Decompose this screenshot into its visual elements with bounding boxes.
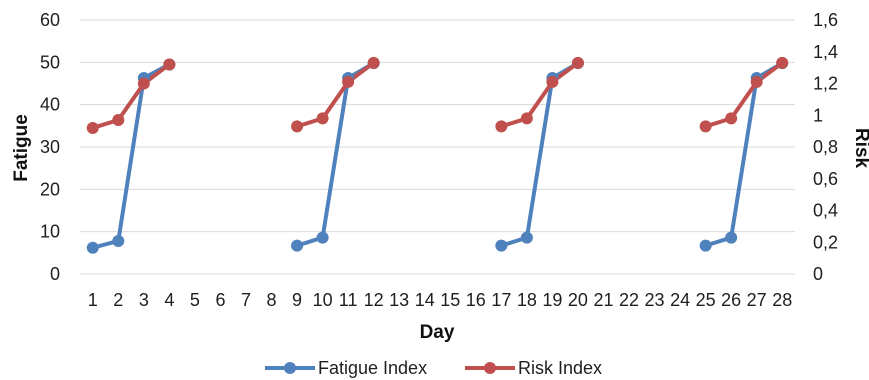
- data-point-risk: [699, 120, 712, 133]
- data-point-risk: [316, 112, 329, 125]
- data-point-risk: [750, 75, 763, 88]
- data-point-risk: [367, 56, 380, 69]
- data-point-risk: [725, 112, 738, 125]
- series-line-fatigue: [90, 62, 172, 250]
- series-line-fatigue: [295, 61, 376, 248]
- x-tick-label: 13: [389, 290, 409, 310]
- x-tick-label: 23: [645, 290, 665, 310]
- x-tick-label: 18: [517, 290, 537, 310]
- x-axis-title: Day: [420, 322, 455, 343]
- y-tick-label: 0: [50, 264, 60, 284]
- y-axis-right-ticks: 0 0,2 0,4 0,6 0,8 1 1,2 1,4 1,6: [813, 10, 838, 284]
- x-tick-label: 24: [670, 290, 690, 310]
- x-tick-label: 26: [721, 290, 741, 310]
- x-tick-label: 4: [164, 290, 174, 310]
- y-axis-left-ticks: 0 10 20 30 40 50 60: [40, 10, 60, 284]
- x-tick-label: 25: [696, 290, 716, 310]
- data-point-risk: [546, 75, 559, 88]
- x-axis-ticks: 1 2 3 4 5 6 7 8 9 10 11 12 13 14 15 16 17 18 19 20 21 22 23 24 2…: [88, 290, 792, 310]
- x-tick-label: 9: [292, 290, 302, 310]
- y2-tick-label: 0,6: [813, 169, 838, 189]
- x-tick-label: 3: [139, 290, 149, 310]
- data-point-risk: [137, 77, 150, 90]
- x-tick-label: 15: [440, 290, 460, 310]
- series-line-risk: [90, 62, 172, 130]
- y2-tick-label: 0: [813, 264, 823, 284]
- legend-fatigue-marker: [284, 362, 296, 374]
- y-tick-label: 60: [40, 10, 60, 30]
- legend: Fatigue Index Risk Index: [265, 358, 602, 378]
- series-points: [86, 56, 789, 254]
- y2-tick-label: 1,6: [813, 10, 838, 30]
- x-tick-label: 21: [593, 290, 613, 310]
- x-tick-label: 20: [568, 290, 588, 310]
- y2-tick-label: 1,4: [813, 42, 838, 62]
- data-point-fatigue: [520, 231, 533, 244]
- x-tick-label: 17: [491, 290, 511, 310]
- data-point-risk: [776, 56, 789, 69]
- y2-tick-label: 0,8: [813, 137, 838, 157]
- legend-item-fatigue: Fatigue Index: [265, 358, 427, 378]
- legend-risk-marker: [484, 362, 496, 374]
- x-tick-label: 12: [364, 290, 384, 310]
- data-point-risk: [112, 114, 125, 127]
- y-tick-label: 50: [40, 52, 60, 72]
- x-tick-label: 28: [772, 290, 792, 310]
- y2-tick-label: 0,4: [813, 201, 838, 221]
- data-point-fatigue: [699, 239, 712, 252]
- x-tick-label: 14: [415, 290, 435, 310]
- x-tick-label: 27: [747, 290, 767, 310]
- series-line-fatigue: [703, 61, 785, 248]
- data-point-fatigue: [86, 241, 99, 254]
- y2-tick-label: 1,2: [813, 74, 838, 94]
- y-tick-label: 30: [40, 137, 60, 157]
- gridlines: [80, 19, 795, 275]
- data-point-risk: [342, 75, 355, 88]
- data-point-fatigue: [291, 239, 304, 252]
- x-tick-label: 19: [542, 290, 562, 310]
- data-point-risk: [520, 112, 533, 125]
- y2-tick-label: 0,2: [813, 232, 838, 252]
- x-tick-label: 11: [339, 290, 358, 310]
- data-point-fatigue: [316, 231, 329, 244]
- data-point-risk: [163, 58, 176, 71]
- data-point-fatigue: [112, 234, 125, 247]
- legend-risk-label: Risk Index: [518, 358, 602, 378]
- series-line-fatigue: [499, 61, 580, 248]
- y-tick-label: 40: [40, 95, 60, 115]
- data-point-risk: [86, 121, 99, 134]
- x-tick-label: 10: [313, 290, 333, 310]
- data-point-risk: [291, 120, 304, 133]
- y2-tick-label: 1: [813, 105, 823, 125]
- x-tick-label: 2: [113, 290, 123, 310]
- legend-item-risk: Risk Index: [465, 358, 602, 378]
- data-point-risk: [495, 120, 508, 133]
- x-tick-label: 8: [267, 290, 277, 310]
- x-tick-label: 6: [215, 290, 225, 310]
- data-point-fatigue: [495, 239, 508, 252]
- x-tick-label: 22: [619, 290, 639, 310]
- data-point-risk: [571, 56, 584, 69]
- series-line-risk: [295, 60, 376, 129]
- y-tick-label: 20: [40, 179, 60, 199]
- series-line-risk: [703, 60, 785, 129]
- x-tick-label: 16: [466, 290, 486, 310]
- data-point-fatigue: [725, 231, 738, 244]
- x-tick-label: 1: [88, 290, 98, 310]
- y2-axis-title: Risk: [851, 128, 869, 169]
- x-tick-label: 7: [241, 290, 251, 310]
- y-tick-label: 10: [40, 222, 60, 242]
- legend-fatigue-label: Fatigue Index: [318, 358, 427, 378]
- y-axis-title: Fatigue: [11, 114, 32, 182]
- series-lines: [90, 60, 785, 250]
- x-tick-label: 5: [190, 290, 200, 310]
- series-line-risk: [499, 60, 580, 129]
